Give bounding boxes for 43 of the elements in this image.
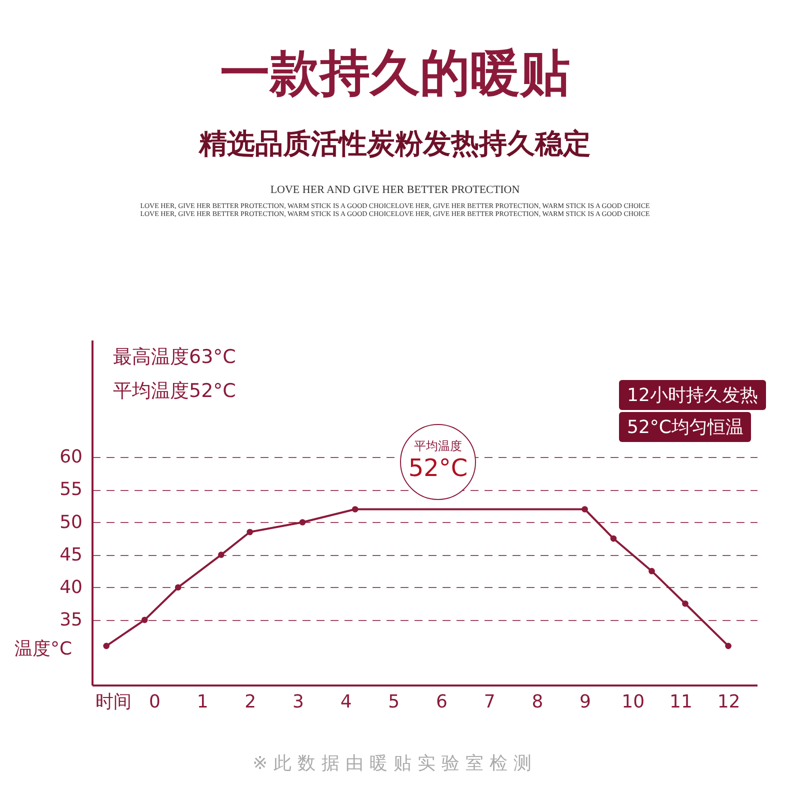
point [725, 642, 732, 650]
y-tick-label: 45 [60, 544, 82, 566]
x-tick-label: 6 [436, 692, 448, 712]
y-tick-label: 35 [60, 609, 82, 630]
x-tick-label: 12 [717, 692, 740, 712]
point [246, 528, 254, 536]
point [218, 552, 224, 558]
chart-title: 一款持久的暖贴 [219, 42, 571, 104]
x-tick-label: 3 [292, 692, 304, 712]
annotation: 最高温度63°C [113, 345, 236, 370]
x-tick-label: 2 [244, 692, 256, 712]
point [648, 568, 655, 574]
y-axis-title: 温度°C [14, 638, 72, 660]
y-tick-label: 60 [60, 446, 82, 468]
text: ※此数据由暖贴实验室检测 [251, 752, 539, 775]
point [582, 506, 588, 512]
y-tick-label: 55 [60, 479, 82, 500]
x-tick-label: 8 [532, 692, 544, 712]
x-tick-label: 7 [484, 692, 496, 712]
point [352, 506, 358, 512]
point [610, 535, 617, 542]
chart-subtitle: 精选品质活性炭粉发热持久稳定 [198, 126, 592, 162]
point [103, 642, 110, 650]
x-tick-label: 11 [670, 692, 692, 712]
point [174, 584, 182, 591]
y-tick-label: 40 [60, 576, 82, 598]
point [682, 600, 688, 607]
x-tick-label: 5 [388, 692, 400, 712]
x-tick-label: 9 [580, 692, 591, 712]
x-tick-label: 4 [340, 692, 352, 712]
point [299, 519, 306, 526]
annotation: 平均温度 [413, 438, 463, 455]
x-tick-label: 1 [196, 692, 208, 712]
x-tick-label: 0 [148, 692, 160, 712]
y-tick-label: 50 [60, 512, 82, 533]
point [141, 616, 148, 624]
x-axis-title: 时间 [96, 692, 132, 712]
annotation: 平均温度52°C [113, 379, 236, 404]
annotation: 52°C均匀恒温 [619, 412, 752, 442]
text: LOVE HER AND GIVE HER BETTER PROTECTION [269, 184, 521, 196]
annotation: 52°C [407, 454, 469, 482]
x-tick-label: 10 [622, 692, 645, 712]
annotation: 12小时持久发热 [619, 380, 766, 410]
